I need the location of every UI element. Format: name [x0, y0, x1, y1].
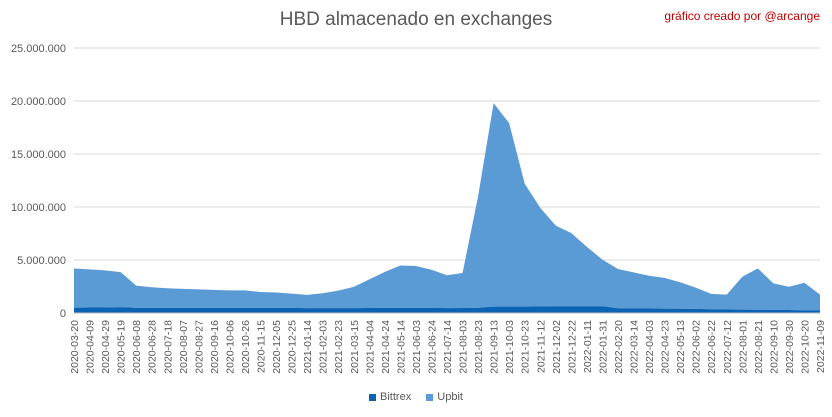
x-tick-label: 2022-08-01 — [737, 320, 749, 374]
y-tick-label: 0 — [60, 308, 66, 320]
y-tick-label: 25.000.000 — [11, 43, 66, 55]
legend-item-upbit: Upbit — [426, 391, 463, 403]
x-tick-label: 2022-02-20 — [613, 320, 625, 374]
x-tick-label: 2020-10-26 — [240, 320, 252, 374]
legend-item-bittrex: Bittrex — [369, 391, 411, 403]
x-tick-label: 2020-08-07 — [178, 320, 190, 374]
x-tick-label: 2021-06-24 — [426, 320, 438, 374]
x-tick-label: 2022-10-20 — [799, 320, 811, 374]
x-tick-label: 2022-07-12 — [722, 320, 734, 374]
x-tick-label: 2020-09-16 — [209, 320, 221, 374]
x-tick-label: 2021-06-03 — [411, 320, 423, 374]
x-tick-label: 2021-07-14 — [442, 320, 454, 374]
x-tick-label: 2021-12-02 — [551, 320, 563, 374]
x-tick-label: 2022-04-03 — [644, 320, 656, 374]
x-tick-label: 2022-08-21 — [753, 320, 765, 374]
legend-label-bittrex: Bittrex — [380, 391, 412, 403]
series-area-bittrex — [74, 306, 820, 313]
legend-swatch-bittrex — [369, 393, 377, 401]
x-tick-label: 2021-02-23 — [333, 320, 345, 374]
series-area-upbit — [74, 103, 820, 311]
y-tick-label: 15.000.000 — [11, 149, 66, 161]
x-tick-label: 2021-04-24 — [380, 320, 392, 374]
x-tick-label: 2020-04-29 — [100, 320, 112, 374]
x-tick-label: 2022-01-11 — [582, 320, 594, 373]
x-tick-label: 2022-05-13 — [675, 320, 687, 374]
x-tick-label: 2020-05-19 — [116, 320, 128, 374]
x-tick-label: 2020-11-15 — [256, 320, 268, 373]
x-tick-label: 2020-10-06 — [224, 320, 236, 374]
x-tick-label: 2021-09-13 — [489, 320, 501, 374]
x-tick-label: 2020-06-08 — [131, 320, 143, 374]
x-tick-label: 2021-11-12 — [535, 320, 547, 373]
x-tick-label: 2022-09-30 — [784, 320, 796, 374]
legend-label-upbit: Upbit — [437, 391, 463, 403]
x-tick-label: 2021-04-04 — [364, 320, 376, 374]
x-tick-label: 2022-04-23 — [660, 320, 672, 374]
y-tick-label: 20.000.000 — [11, 96, 66, 108]
x-tick-label: 2021-12-22 — [566, 320, 578, 374]
x-tick-label: 2021-02-03 — [318, 320, 330, 374]
x-tick-label: 2020-06-28 — [147, 320, 159, 374]
x-tick-label: 2021-10-03 — [504, 320, 516, 374]
credit-text: gráfico creado por @arcange — [664, 9, 820, 23]
x-tick-label: 2022-06-02 — [691, 320, 703, 374]
chart-title: HBD almacenado en exchanges — [279, 9, 553, 30]
x-tick-label: 2022-11-09 — [815, 320, 827, 373]
legend-swatch-upbit — [426, 393, 434, 401]
x-tick-label: 2022-09-10 — [768, 320, 780, 374]
x-tick-label: 2022-06-22 — [706, 320, 718, 374]
x-tick-label: 2021-03-15 — [349, 320, 361, 374]
x-tick-label: 2020-12-05 — [271, 320, 283, 374]
x-tick-label: 2021-05-14 — [395, 320, 407, 374]
x-tick-label: 2020-08-27 — [193, 320, 205, 374]
legend: Bittrex Upbit — [0, 391, 832, 404]
x-tick-label: 2021-01-14 — [302, 320, 314, 374]
x-tick-label: 2020-03-20 — [69, 320, 81, 374]
x-tick-label: 2022-01-31 — [597, 320, 609, 374]
x-tick-label: 2020-04-09 — [85, 320, 97, 374]
y-tick-label: 10.000.000 — [11, 202, 66, 214]
x-tick-label: 2021-10-23 — [520, 320, 532, 374]
x-tick-label: 2021-08-03 — [458, 320, 470, 374]
x-tick-label: 2022-03-14 — [629, 320, 641, 374]
x-tick-label: 2021-08-23 — [473, 320, 485, 374]
x-tick-label: 2020-07-18 — [162, 320, 174, 374]
x-tick-label: 2020-12-25 — [287, 320, 299, 374]
y-tick-label: 5.000.000 — [17, 255, 66, 267]
